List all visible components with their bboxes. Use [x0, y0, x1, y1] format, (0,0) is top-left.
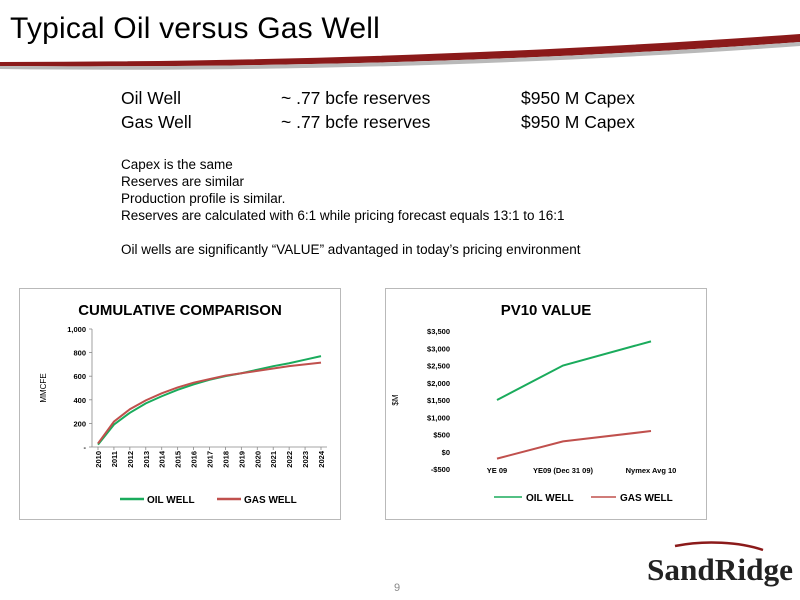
well-capex: $950 M Capex: [521, 88, 635, 108]
y-tick-label: -$500: [431, 465, 450, 474]
legend-label-oil: OIL WELL: [526, 493, 574, 504]
comparison-row-gas: Gas Well ~ .77 bcfe reserves $950 M Cape…: [121, 110, 681, 134]
well-name: Oil Well: [121, 88, 181, 108]
x-tick-label: 2023: [301, 451, 310, 468]
slide-title: Typical Oil versus Gas Well: [10, 12, 380, 45]
well-name: Gas Well: [121, 112, 192, 132]
y-tick-label: -: [84, 443, 87, 452]
y-tick-label: 200: [73, 419, 86, 428]
y-tick-label: $0: [442, 448, 450, 457]
y-axis-label: MMCFE: [39, 373, 48, 402]
x-tick-label: YE09 (Dec 31 09): [533, 466, 594, 475]
y-tick-label: 1,000: [67, 325, 86, 334]
chart-title: PV10 VALUE: [501, 302, 592, 319]
x-tick-label: 2015: [174, 451, 183, 468]
y-tick-label: 600: [73, 372, 86, 381]
legend-label-gas: GAS WELL: [244, 495, 297, 506]
x-tick-label: 2017: [206, 451, 215, 468]
y-tick-label: $1,500: [427, 396, 450, 405]
cumulative-chart-svg: CUMULATIVE COMPARISON - 200 400 600 800 1,000 2…: [39, 302, 327, 506]
series-line-oil-well: [97, 355, 322, 446]
pv10-value-chart: PV10 VALUE -$500 $0 $500 $1,000 $1,500 $2,000 $…: [385, 288, 707, 520]
y-tick-label: $3,000: [427, 344, 450, 353]
y-tick-label: $500: [433, 431, 450, 440]
series-line-gas-well: [97, 361, 322, 445]
series-line-gas-well: [496, 430, 652, 460]
title-swoosh: [0, 34, 800, 70]
sandridge-logo: SandRidge: [647, 541, 793, 587]
x-tick-label: 2016: [190, 451, 199, 468]
y-tick-label: $2,000: [427, 379, 450, 388]
legend-label-gas: GAS WELL: [620, 493, 673, 504]
legend-label-oil: OIL WELL: [147, 495, 195, 506]
comparison-table: Oil Well ~ .77 bcfe reserves $950 M Cape…: [121, 86, 681, 134]
note-line: Reserves are similar: [121, 174, 245, 189]
x-tick-label: 2021: [269, 451, 278, 468]
x-tick-label: 2014: [158, 450, 167, 468]
svg-text:SandRidge: SandRidge: [647, 552, 793, 587]
series-line-oil-well: [496, 340, 652, 401]
notes-block: Capex is the same Reserves are similar P…: [121, 156, 580, 258]
x-tick-label: 2013: [142, 451, 151, 468]
x-tick-label: 2020: [253, 451, 262, 468]
note-line: Capex is the same: [121, 157, 233, 172]
y-tick-label: $2,500: [427, 362, 450, 371]
note-line: Production profile is similar.: [121, 191, 286, 206]
x-tick-label: 2010: [94, 451, 103, 468]
x-tick-label: 2012: [126, 451, 135, 468]
y-tick-label: 800: [73, 349, 86, 358]
x-tick-label: 2011: [110, 451, 119, 467]
y-tick-label: $3,500: [427, 327, 450, 336]
x-tick-label: 2019: [237, 451, 246, 468]
cumulative-comparison-chart: CUMULATIVE COMPARISON - 200 400 600 800 1,000 2…: [19, 288, 341, 520]
x-tick-label: YE 09: [487, 466, 507, 475]
y-tick-label: $1,000: [427, 413, 450, 422]
well-reserves: ~ .77 bcfe reserves: [281, 112, 431, 132]
pv10-chart-svg: PV10 VALUE -$500 $0 $500 $1,000 $1,500 $2,000 $…: [391, 302, 677, 504]
well-reserves: ~ .77 bcfe reserves: [281, 88, 431, 108]
x-tick-label: 2024: [317, 450, 326, 468]
comparison-row-oil: Oil Well ~ .77 bcfe reserves $950 M Cape…: [121, 86, 681, 110]
x-tick-label: Nymex Avg 10: [626, 466, 677, 475]
page-number: 9: [394, 582, 401, 594]
y-axis-label: $M: [391, 394, 400, 405]
x-tick-label: 2022: [285, 451, 294, 468]
note-line: Reserves are calculated with 6:1 while p…: [121, 208, 565, 223]
note-line: Oil wells are significantly “VALUE” adva…: [121, 242, 581, 257]
x-tick-label: 2018: [221, 451, 230, 468]
y-tick-label: 400: [73, 396, 86, 405]
well-capex: $950 M Capex: [521, 112, 635, 132]
chart-title: CUMULATIVE COMPARISON: [78, 302, 282, 319]
